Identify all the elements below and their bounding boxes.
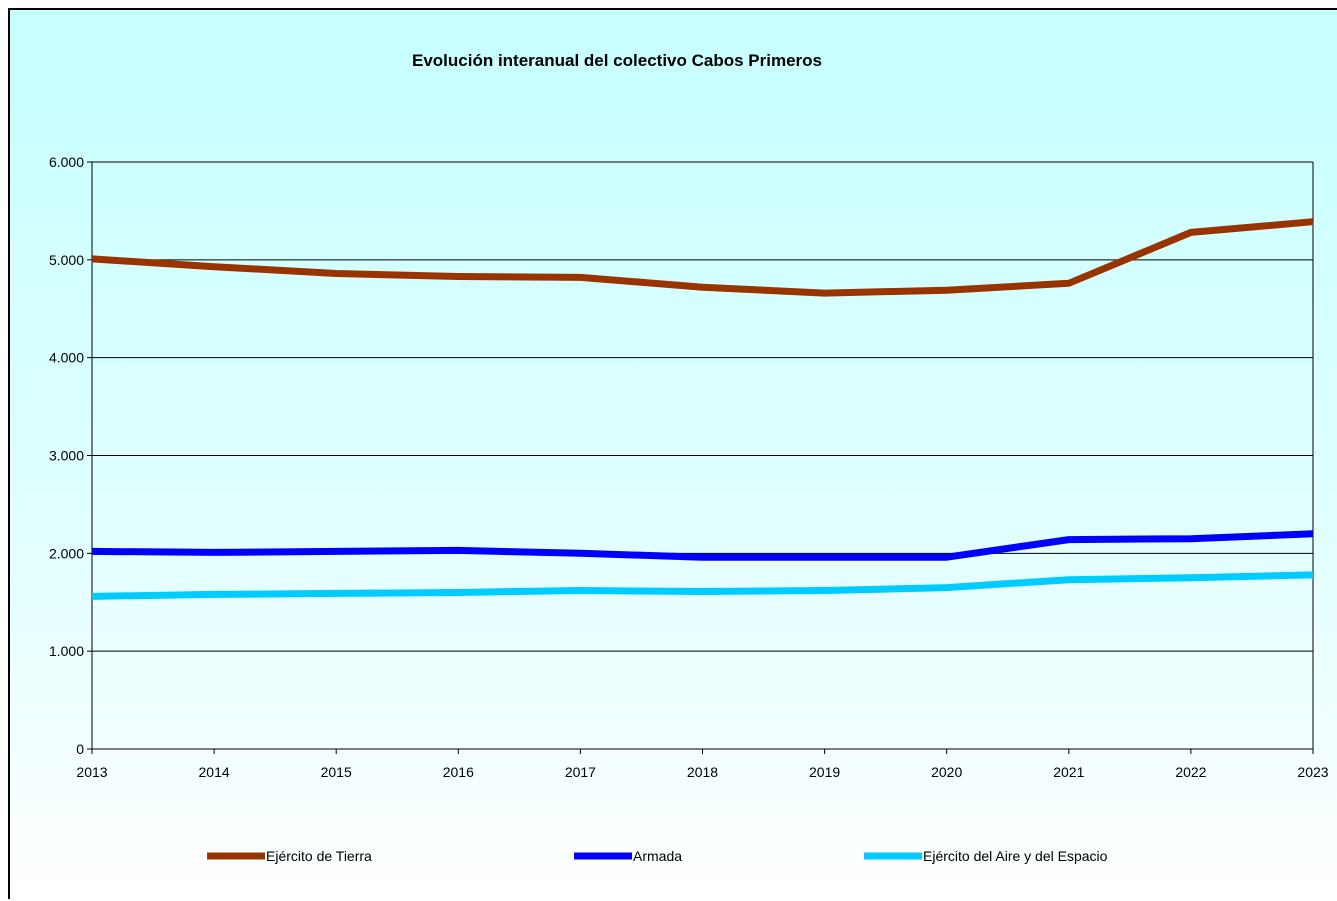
x-tick-label-9: 2022 [1175,764,1206,780]
chart-title: Evolución interanual del colectivo Cabos… [412,51,822,70]
y-tick-label-4: 4.000 [49,350,84,366]
x-tick-label-2: 2015 [321,764,352,780]
x-tick-label-4: 2017 [565,764,596,780]
series-line-0 [92,222,1313,293]
x-tick-label-5: 2018 [687,764,718,780]
x-tick-label-6: 2019 [809,764,840,780]
y-tick-label-2: 2.000 [49,545,84,561]
y-tick-label-1: 1.000 [49,643,84,659]
y-tick-label-0: 0 [76,741,84,757]
x-tick-label-10: 2023 [1297,764,1328,780]
x-tick-label-3: 2016 [443,764,474,780]
line-chart: Evolución interanual del colectivo Cabos… [10,10,1337,901]
axes: 0 1.000 2.000 3.000 4.000 5.000 6.000 2013 2014 2… [49,154,1329,780]
legend: Ejército de Tierra Armada Ejército del Air… [207,848,1108,864]
legend-label-1: Armada [633,848,682,864]
x-tick-label-8: 2021 [1053,764,1084,780]
chart-frame: Evolución interanual del colectivo Cabos… [8,8,1337,899]
y-tick-label-5: 5.000 [49,252,84,268]
series-line-2 [92,575,1313,597]
legend-label-2: Ejército del Aire y del Espacio [923,848,1108,864]
y-tick-label-3: 3.000 [49,448,84,464]
x-tick-label-0: 2013 [76,764,107,780]
y-tick-label-6: 6.000 [49,154,84,170]
series-lines [92,222,1313,597]
x-tick-label-1: 2014 [199,764,230,780]
x-tick-label-7: 2020 [931,764,962,780]
legend-label-0: Ejército de Tierra [266,848,372,864]
